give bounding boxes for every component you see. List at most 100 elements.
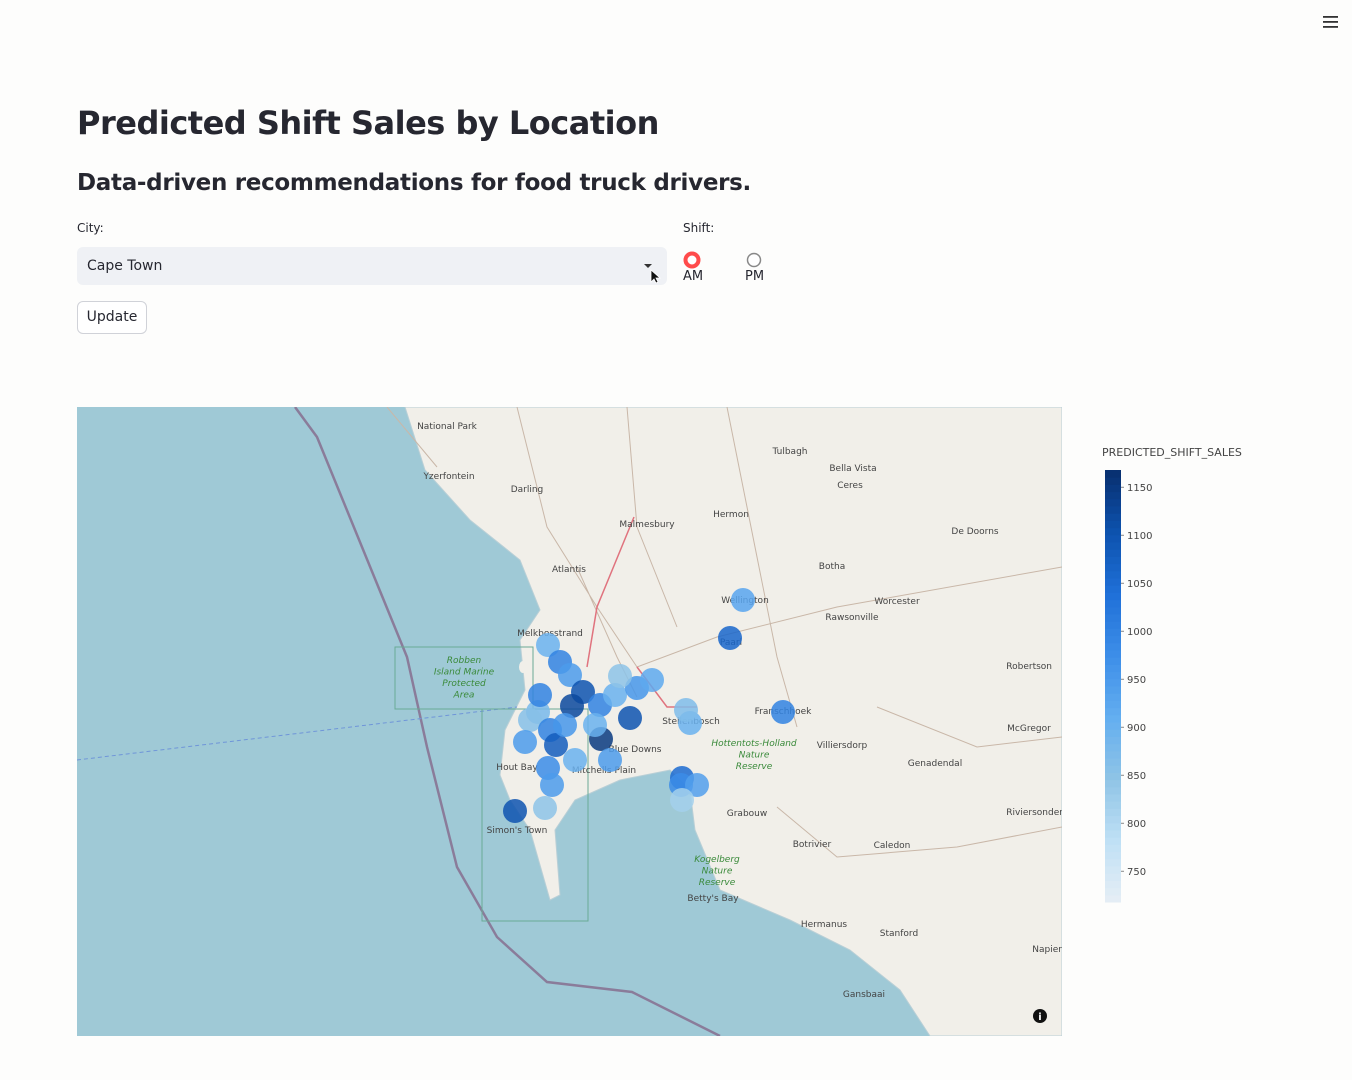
sales-point bbox=[513, 730, 537, 754]
colorbar-tick-label: 750 bbox=[1127, 867, 1146, 878]
place-label: Ceres bbox=[837, 481, 863, 491]
colorbar-segment bbox=[1105, 844, 1121, 853]
colorbar: PREDICTED_SHIFT_SALES 750 800 850 900 950 100… bbox=[1102, 446, 1242, 903]
land bbox=[404, 407, 1062, 1036]
sales-point bbox=[598, 748, 622, 772]
radio-option[interactable]: AM bbox=[683, 251, 703, 284]
colorbar-segment bbox=[1105, 470, 1121, 478]
sales-point bbox=[533, 796, 557, 820]
map[interactable]: i National Park Yzerfontein Darling Malmesb… bbox=[77, 407, 1062, 1036]
colorbar-tick-label: 1000 bbox=[1127, 627, 1152, 638]
colorbar-segment bbox=[1105, 606, 1121, 615]
place-label: Kogelberg Nature Reserve bbox=[694, 855, 740, 888]
colorbar-segment bbox=[1105, 772, 1121, 781]
colorbar-segment bbox=[1105, 801, 1121, 809]
colorbar-segment bbox=[1105, 887, 1121, 896]
place-label: Malmesbury bbox=[619, 520, 675, 530]
place-label: Atlantis bbox=[552, 565, 586, 575]
sales-point bbox=[544, 733, 568, 757]
colorbar-segment bbox=[1105, 700, 1121, 709]
place-label: Yzerfontein bbox=[422, 472, 474, 482]
sales-point bbox=[670, 788, 694, 812]
sales-point bbox=[718, 626, 742, 650]
colorbar-tick-label: 800 bbox=[1127, 819, 1146, 830]
colorbar-segment bbox=[1105, 599, 1121, 608]
city-select[interactable]: Cape Town bbox=[77, 247, 667, 285]
place-label: Grabouw bbox=[727, 809, 767, 819]
colorbar-segment bbox=[1105, 534, 1121, 543]
colorbar-segment bbox=[1105, 758, 1121, 766]
colorbar-segment bbox=[1105, 808, 1121, 817]
colorbar-segment bbox=[1105, 722, 1121, 730]
colorbar-segment bbox=[1105, 678, 1121, 687]
colorbar-segment bbox=[1105, 556, 1121, 565]
place-label: Riviersonderend bbox=[1006, 808, 1062, 818]
update-button[interactable]: Update bbox=[77, 301, 147, 334]
sales-point bbox=[640, 668, 664, 692]
place-label: Betty's Bay bbox=[687, 894, 739, 904]
colorbar-segment bbox=[1105, 549, 1121, 557]
radio-label: AM bbox=[683, 269, 704, 284]
colorbar-segment bbox=[1105, 585, 1121, 593]
place-label: Mitchells Plain bbox=[572, 766, 636, 776]
sales-point bbox=[618, 706, 642, 730]
colorbar-segment bbox=[1105, 642, 1121, 651]
place-label: Botrivier bbox=[793, 840, 832, 850]
menu-icon[interactable] bbox=[1322, 14, 1340, 30]
colorbar-segment bbox=[1105, 743, 1121, 752]
sales-point bbox=[553, 713, 577, 737]
sales-point bbox=[583, 713, 607, 737]
info-icon-text: i bbox=[1038, 1012, 1041, 1023]
colorbar-segment bbox=[1105, 830, 1121, 838]
place-label: Caledon bbox=[874, 841, 911, 851]
colorbar-segment bbox=[1105, 614, 1121, 622]
sales-point bbox=[771, 700, 795, 724]
radio-option[interactable]: PM bbox=[745, 251, 764, 284]
sales-point bbox=[731, 588, 755, 612]
place-label: Simon's Town bbox=[487, 826, 548, 836]
colorbar-segment bbox=[1105, 578, 1121, 586]
info-icon[interactable] bbox=[1033, 1009, 1047, 1023]
colorbar-segment bbox=[1105, 635, 1121, 644]
place-label: Hout Bay bbox=[496, 763, 538, 773]
colorbar-segment bbox=[1105, 765, 1121, 773]
sales-point bbox=[540, 773, 564, 797]
colorbar-segment bbox=[1105, 750, 1121, 759]
colorbar-segment bbox=[1105, 858, 1121, 867]
colorbar-segment bbox=[1105, 491, 1121, 500]
colorbar-segment bbox=[1105, 484, 1121, 493]
colorbar-segment bbox=[1105, 779, 1121, 788]
sales-point bbox=[558, 663, 582, 687]
island bbox=[519, 661, 527, 673]
sales-point bbox=[536, 633, 560, 657]
colorbar-tick-label: 1050 bbox=[1127, 579, 1152, 590]
colorbar-segment bbox=[1105, 563, 1121, 572]
colorbar-segment bbox=[1105, 671, 1121, 680]
colorbar-tick-label: 900 bbox=[1127, 723, 1146, 734]
city-value: Cape Town bbox=[87, 258, 163, 274]
colorbar-tick-label: 850 bbox=[1127, 771, 1146, 782]
place-label: Botha bbox=[819, 562, 845, 572]
colorbar-segment bbox=[1105, 621, 1121, 629]
dashed-line bbox=[77, 706, 518, 761]
colorbar-segment bbox=[1105, 707, 1121, 716]
colorbar-segment bbox=[1105, 736, 1121, 745]
sales-point bbox=[518, 708, 542, 732]
place-label: Robben Island Marine Protected Area bbox=[434, 656, 495, 701]
subtitle: Data-driven recommendations for food tru… bbox=[77, 170, 751, 196]
place-label: Robertson bbox=[1006, 662, 1052, 672]
place-label: Worcester bbox=[874, 597, 920, 607]
title: Predicted Shift Sales by Location bbox=[77, 104, 659, 142]
colorbar-tick-label: 1100 bbox=[1127, 531, 1152, 542]
colorbar-segment bbox=[1105, 592, 1121, 601]
colorbar-segment bbox=[1105, 822, 1121, 831]
place-label: Genadendal bbox=[908, 759, 962, 769]
colorbar-segment bbox=[1105, 628, 1121, 637]
sales-point bbox=[608, 664, 632, 688]
colorbar-segment bbox=[1105, 693, 1121, 701]
city-label: City: bbox=[77, 221, 104, 235]
colorbar-segment bbox=[1105, 851, 1121, 860]
place-label: Hermanus bbox=[801, 920, 848, 930]
colorbar-segment bbox=[1105, 686, 1121, 694]
